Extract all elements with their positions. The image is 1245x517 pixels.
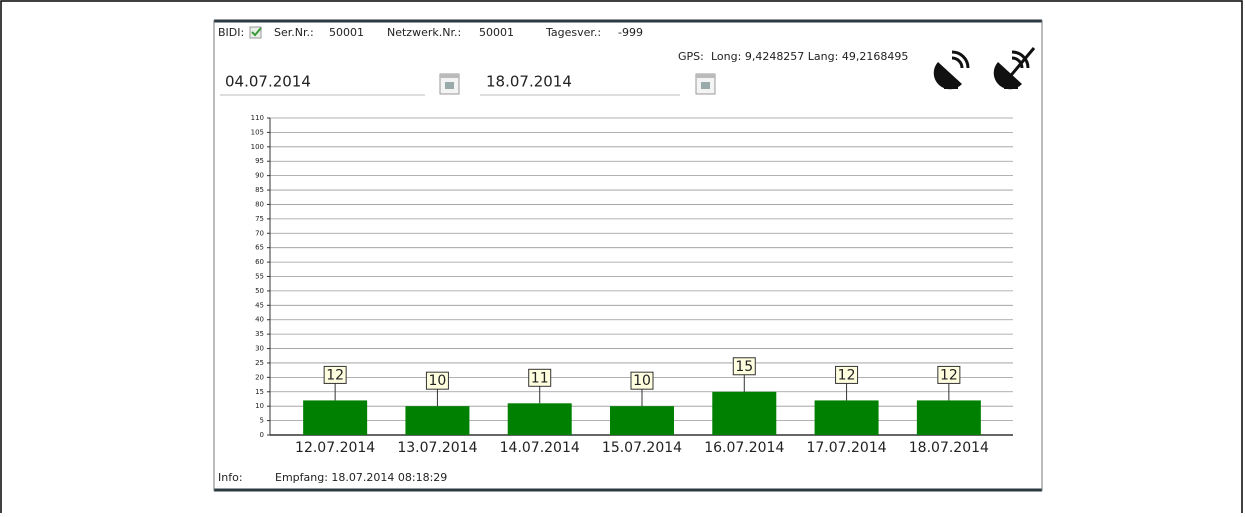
bar bbox=[507, 403, 572, 435]
y-tick-label: 45 bbox=[255, 301, 264, 309]
x-tick-label: 18.07.2014 bbox=[909, 440, 989, 456]
y-tick-label: 100 bbox=[251, 143, 264, 151]
label-box bbox=[937, 365, 961, 384]
y-tick-label: 105 bbox=[251, 128, 264, 136]
bar bbox=[405, 406, 470, 435]
y-tick-label: 90 bbox=[255, 172, 264, 180]
x-tick-label: 17.07.2014 bbox=[806, 440, 886, 456]
bar bbox=[814, 400, 879, 435]
ser-label: Ser.Nr.: bbox=[274, 26, 314, 39]
gps-value: Long: 9,4248257 Lang: 49,2168495 bbox=[711, 50, 908, 63]
info-value: Empfang: 18.07.2014 08:18:29 bbox=[275, 471, 447, 484]
value-label: 10 bbox=[429, 373, 447, 389]
y-tick-label: 95 bbox=[255, 157, 264, 165]
y-tick-label: 110 bbox=[251, 114, 264, 122]
y-tick-label: 55 bbox=[255, 273, 264, 281]
value-label: 10 bbox=[633, 373, 651, 389]
bar bbox=[610, 406, 674, 435]
y-tick-label: 20 bbox=[255, 373, 264, 381]
value-label: 12 bbox=[940, 367, 958, 383]
y-tick-label: 40 bbox=[255, 316, 264, 324]
label-box bbox=[528, 368, 552, 387]
x-tick-label: 12.07.2014 bbox=[295, 440, 375, 456]
bar bbox=[712, 391, 777, 435]
label-box bbox=[425, 371, 449, 390]
y-tick-label: 50 bbox=[255, 287, 264, 295]
info-label: Info: bbox=[218, 471, 243, 484]
label-box bbox=[732, 357, 756, 376]
bidi-checkbox[interactable] bbox=[249, 26, 262, 39]
date-to[interactable]: 18.07.2014 bbox=[486, 73, 572, 91]
y-tick-label: 35 bbox=[255, 330, 264, 338]
y-tick-label: 80 bbox=[255, 200, 264, 208]
value-label: 15 bbox=[735, 359, 753, 375]
bar bbox=[916, 400, 981, 435]
y-tick-label: 60 bbox=[255, 258, 264, 266]
y-tick-label: 65 bbox=[255, 244, 264, 252]
y-tick-label: 10 bbox=[255, 402, 264, 410]
gps-label: GPS: bbox=[678, 50, 704, 63]
date-from[interactable]: 04.07.2014 bbox=[225, 73, 311, 91]
tages-value: -999 bbox=[618, 26, 643, 39]
y-tick-label: 25 bbox=[255, 359, 264, 367]
bidi-label: BIDI: bbox=[218, 26, 244, 39]
net-value: 50001 bbox=[479, 26, 514, 39]
satellite-off-icon[interactable] bbox=[993, 47, 1036, 90]
tages-label: Tagesver.: bbox=[545, 26, 601, 39]
x-tick-label: 14.07.2014 bbox=[500, 440, 580, 456]
y-tick-label: 5 bbox=[260, 417, 264, 425]
y-tick-label: 85 bbox=[255, 186, 264, 194]
label-box bbox=[323, 365, 347, 384]
bar bbox=[303, 400, 368, 435]
label-box bbox=[630, 371, 654, 390]
ser-value: 50001 bbox=[329, 26, 364, 39]
calendar-icon[interactable] bbox=[695, 73, 716, 95]
y-tick-label: 70 bbox=[255, 229, 264, 237]
net-label: Netzwerk.Nr.: bbox=[387, 26, 461, 39]
value-label: 11 bbox=[531, 370, 549, 386]
x-tick-label: 13.07.2014 bbox=[397, 440, 477, 456]
calendar-icon[interactable] bbox=[439, 73, 460, 95]
checkmark bbox=[251, 27, 262, 37]
value-label: 12 bbox=[838, 367, 856, 383]
y-tick-label: 75 bbox=[255, 215, 264, 223]
x-tick-label: 16.07.2014 bbox=[704, 440, 784, 456]
y-tick-label: 30 bbox=[255, 345, 264, 353]
label-box bbox=[835, 365, 859, 384]
value-label: 12 bbox=[326, 367, 344, 383]
x-tick-label: 15.07.2014 bbox=[602, 440, 682, 456]
y-tick-label: 0 bbox=[260, 431, 264, 439]
y-tick-label: 15 bbox=[255, 388, 264, 396]
chart: 0 5 10 15 20 25 30 35 40 45 50 55 60 65 70 75 80 85 90 95 10… bbox=[251, 114, 1013, 456]
satellite-icon[interactable] bbox=[933, 50, 970, 90]
